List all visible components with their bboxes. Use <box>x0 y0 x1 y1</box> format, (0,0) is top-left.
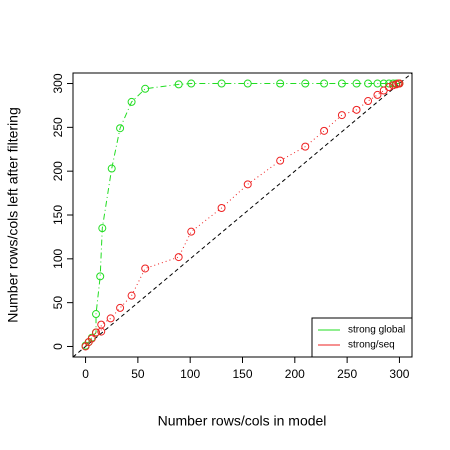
point <box>373 79 382 88</box>
point <box>106 314 115 323</box>
point <box>187 227 196 236</box>
point <box>217 203 226 212</box>
point <box>395 79 404 88</box>
x-axis-label: Number rows/cols in model <box>158 413 327 429</box>
point <box>87 334 96 343</box>
y-tick-label: 250 <box>51 117 65 137</box>
point <box>97 320 106 329</box>
y-tick-label: 300 <box>51 73 65 93</box>
point <box>320 79 329 88</box>
point <box>96 272 105 281</box>
point <box>92 328 101 337</box>
point <box>373 90 382 99</box>
point <box>127 97 136 106</box>
x-tick-label: 150 <box>232 367 252 381</box>
point <box>301 79 310 88</box>
point <box>174 80 183 89</box>
y-tick-label: 100 <box>51 248 65 268</box>
point <box>276 79 285 88</box>
point <box>276 156 285 165</box>
legend-label: strong/seq <box>348 340 395 351</box>
x-tick-label: 100 <box>180 367 200 381</box>
point <box>337 79 346 88</box>
point <box>301 142 310 151</box>
point <box>352 79 361 88</box>
y-axis-label: Number rows/cols left after filtering <box>5 107 21 323</box>
point <box>364 97 373 106</box>
y-tick-label: 200 <box>51 161 65 181</box>
point <box>174 253 183 262</box>
y-tick-label: 150 <box>51 205 65 225</box>
y-tick-label: 0 <box>51 343 65 350</box>
point <box>92 310 101 319</box>
point <box>379 86 388 95</box>
x-tick-label: 250 <box>337 367 357 381</box>
point <box>116 303 125 312</box>
series-line <box>85 83 400 346</box>
x-tick-label: 0 <box>82 367 89 381</box>
point <box>98 224 107 233</box>
legend-label: strong global <box>348 325 405 336</box>
point <box>127 291 136 300</box>
point <box>320 126 329 135</box>
point <box>384 83 393 92</box>
point <box>243 180 252 189</box>
point <box>107 164 116 173</box>
point <box>243 79 252 88</box>
x-tick-label: 200 <box>285 367 305 381</box>
legend-box <box>311 317 413 358</box>
point <box>187 79 196 88</box>
x-tick-label: 50 <box>131 367 145 381</box>
point <box>352 105 361 114</box>
point <box>141 264 150 273</box>
point <box>337 111 346 120</box>
point <box>217 79 226 88</box>
y-tick-label: 50 <box>51 296 65 310</box>
point <box>364 79 373 88</box>
diagonal-reference <box>72 72 413 358</box>
point <box>116 124 125 133</box>
x-tick-label: 300 <box>389 367 409 381</box>
point <box>141 84 150 93</box>
